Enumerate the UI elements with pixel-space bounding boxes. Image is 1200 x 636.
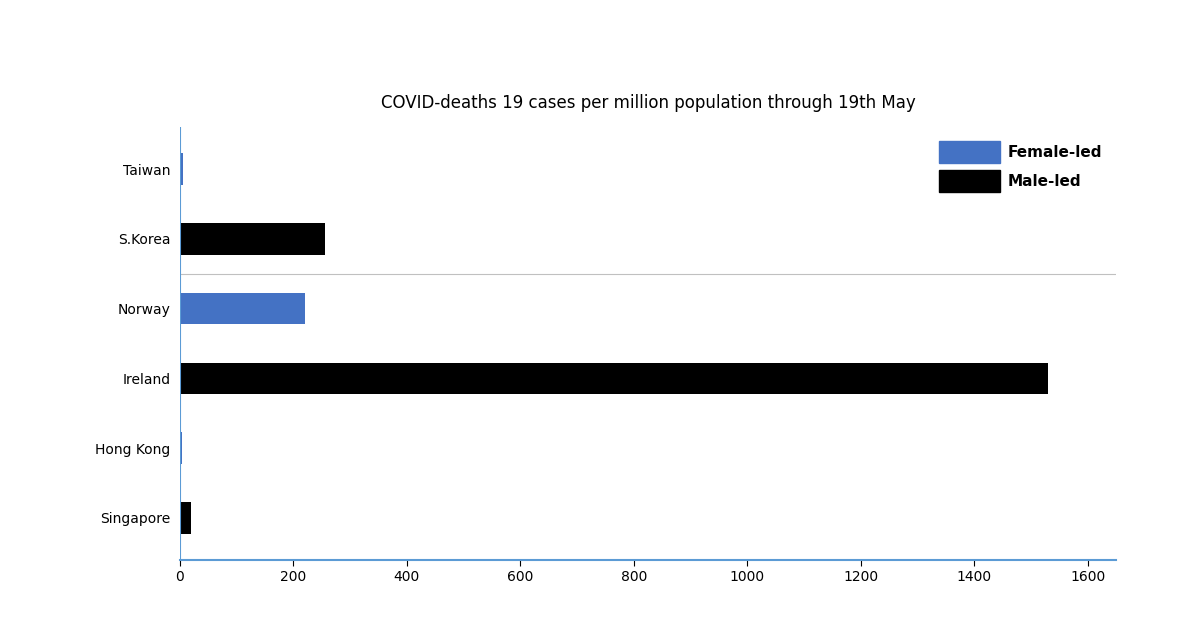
Title: COVID-deaths 19 cases per million population through 19th May: COVID-deaths 19 cases per million popula… [380, 93, 916, 112]
Bar [180, 432, 182, 464]
Bar [180, 293, 305, 324]
Bar [180, 502, 191, 534]
Legend: Female-led, Male-led: Female-led, Male-led [932, 135, 1109, 198]
Bar [180, 153, 182, 184]
Bar [180, 363, 1048, 394]
Bar [180, 223, 325, 254]
